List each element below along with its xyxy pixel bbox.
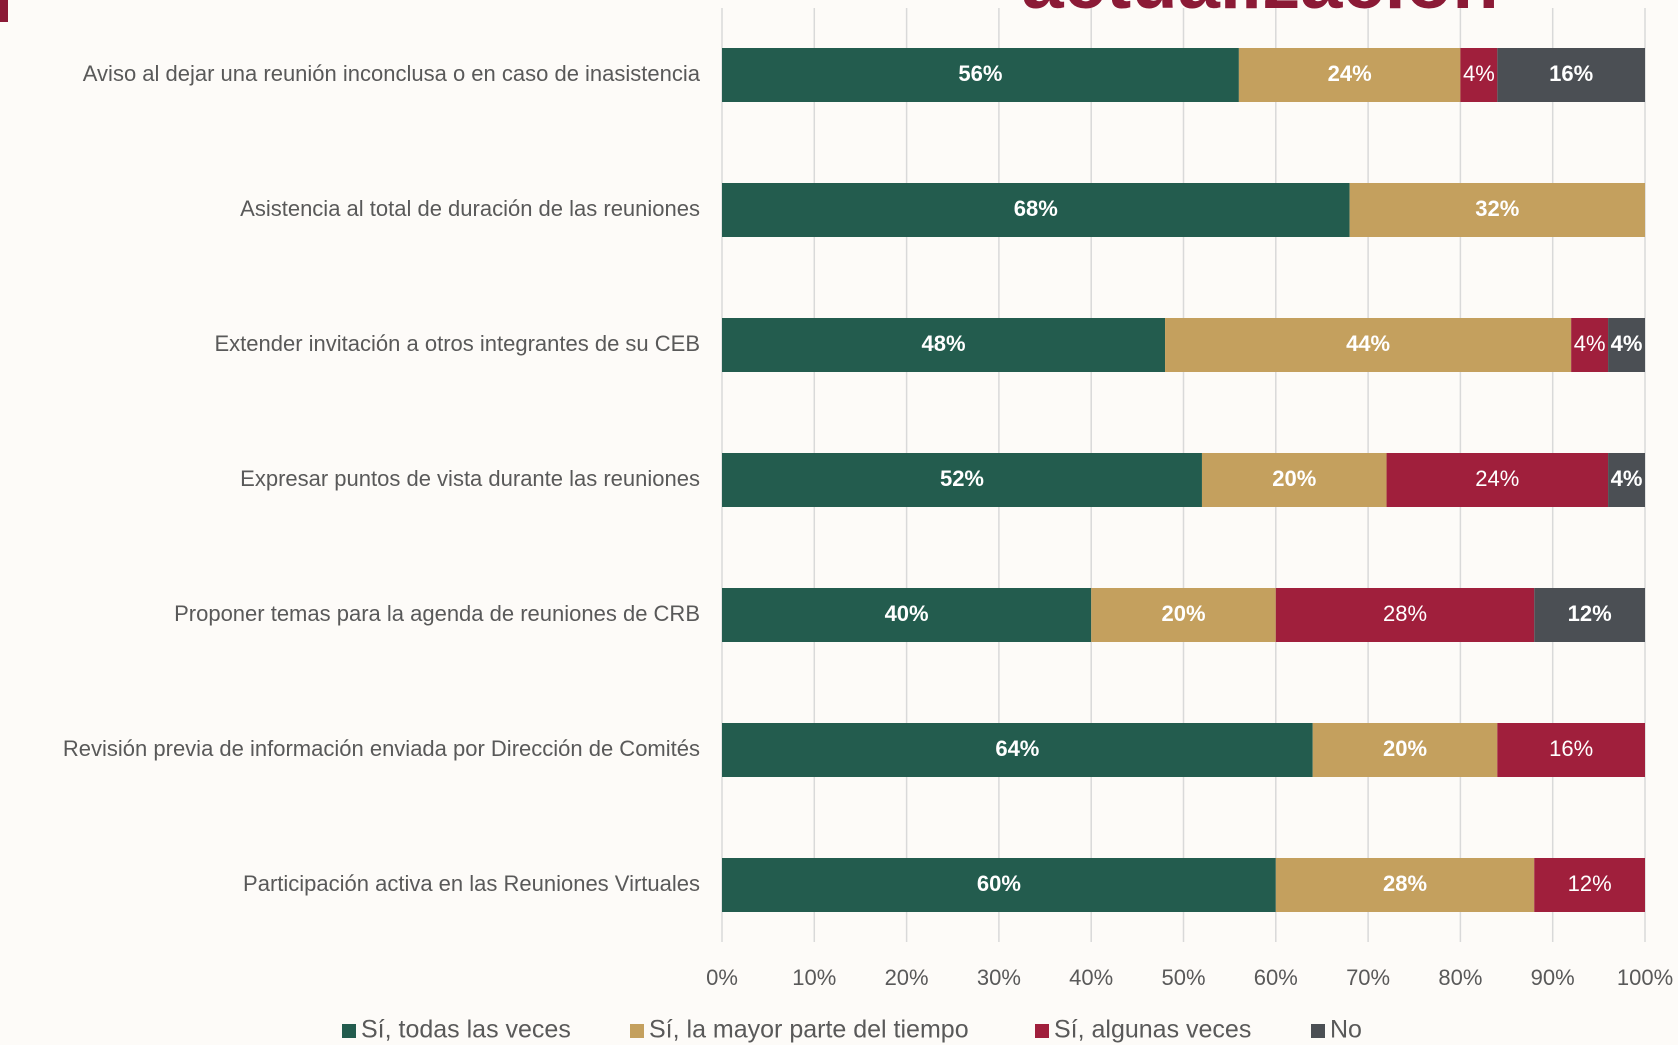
legend-label: Sí, algunas veces bbox=[1054, 1016, 1251, 1044]
x-tick-label: 70% bbox=[1346, 965, 1390, 990]
x-tick-label: 50% bbox=[1161, 965, 1205, 990]
x-tick-label: 0% bbox=[706, 965, 738, 990]
legend-label: No bbox=[1330, 1016, 1362, 1044]
x-tick-label: 60% bbox=[1254, 965, 1298, 990]
value-label: 20% bbox=[1161, 601, 1205, 626]
category-label: Proponer temas para la agenda de reunion… bbox=[174, 601, 700, 626]
x-tick-label: 10% bbox=[792, 965, 836, 990]
category-label: Expresar puntos de vista durante las reu… bbox=[240, 466, 700, 491]
value-label: 4% bbox=[1463, 61, 1495, 86]
legend-swatch bbox=[342, 1024, 356, 1038]
category-label: Revisión previa de información enviada p… bbox=[63, 736, 700, 761]
chart: actualización 0% 10% 20% 30% 40% 50% 60% 70% 80%… bbox=[0, 0, 1678, 1045]
x-tick-label: 100% bbox=[1617, 965, 1673, 990]
legend-label: Sí, todas las veces bbox=[361, 1016, 571, 1044]
value-label: 32% bbox=[1475, 196, 1519, 221]
value-label: 48% bbox=[921, 331, 965, 356]
value-label: 24% bbox=[1475, 466, 1519, 491]
category-label: Aviso al dejar una reunión inconclusa o … bbox=[83, 61, 701, 86]
value-label: 28% bbox=[1383, 871, 1427, 896]
value-label: 60% bbox=[977, 871, 1021, 896]
value-label: 52% bbox=[940, 466, 984, 491]
value-label: 16% bbox=[1549, 61, 1593, 86]
corner-mark bbox=[0, 0, 8, 22]
category-label: Participación activa en las Reuniones Vi… bbox=[243, 871, 700, 896]
value-label: 16% bbox=[1549, 736, 1593, 761]
category-label: Asistencia al total de duración de las r… bbox=[240, 196, 700, 221]
value-label: 4% bbox=[1574, 331, 1606, 356]
value-label: 44% bbox=[1346, 331, 1390, 356]
legend-swatch bbox=[1311, 1024, 1325, 1038]
value-label: 20% bbox=[1272, 466, 1316, 491]
legend-swatch bbox=[630, 1024, 644, 1038]
category-label: Extender invitación a otros integrantes … bbox=[215, 331, 701, 356]
x-tick-label: 80% bbox=[1438, 965, 1482, 990]
x-tick-label: 40% bbox=[1069, 965, 1113, 990]
x-tick-label: 30% bbox=[977, 965, 1021, 990]
value-label: 68% bbox=[1014, 196, 1058, 221]
value-label: 40% bbox=[885, 601, 929, 626]
value-label: 24% bbox=[1328, 61, 1372, 86]
value-label: 4% bbox=[1611, 331, 1643, 356]
value-label: 12% bbox=[1568, 871, 1612, 896]
value-label: 56% bbox=[958, 61, 1002, 86]
x-tick-label: 20% bbox=[885, 965, 929, 990]
value-label: 20% bbox=[1383, 736, 1427, 761]
value-label: 28% bbox=[1383, 601, 1427, 626]
legend-label: Sí, la mayor parte del tiempo bbox=[649, 1016, 969, 1044]
chart-title: actualización bbox=[1021, 0, 1498, 25]
x-tick-label: 90% bbox=[1531, 965, 1575, 990]
value-label: 12% bbox=[1568, 601, 1612, 626]
legend-swatch bbox=[1035, 1024, 1049, 1038]
value-label: 64% bbox=[995, 736, 1039, 761]
value-label: 4% bbox=[1611, 466, 1643, 491]
